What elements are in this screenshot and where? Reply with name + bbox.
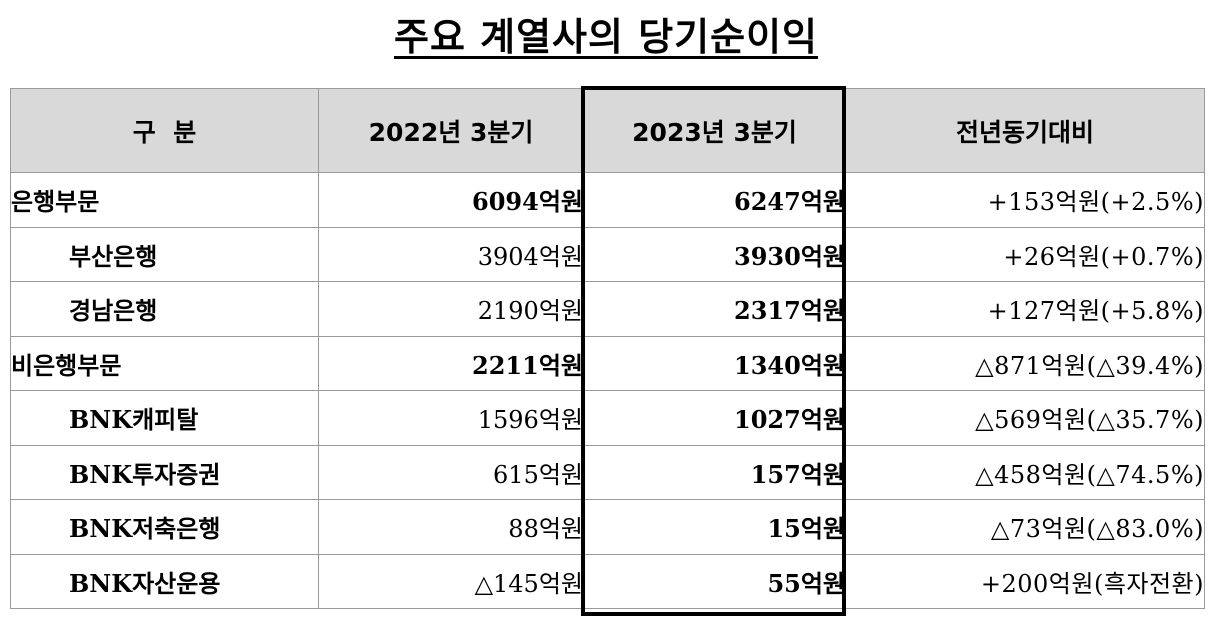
table-row: BNK투자증권 615억원 157억원 △458억원(△74.5%)	[10, 444, 1205, 500]
yoy-change-cell: △73억원(△83.0%)	[845, 499, 1205, 555]
value-2022-cell: 88억원	[318, 499, 584, 555]
category-cell: BNK투자증권	[10, 444, 319, 500]
table-body: 은행부문 6094억원 6247억원 +153억원(+2.5%) 부산은행 3904억원 3…	[10, 172, 1205, 609]
category-cell: BNK자산운용	[10, 553, 319, 609]
table-row: BNK저축은행 88억원 15억원 △73억원(△83.0%)	[10, 499, 1205, 555]
value-2022-cell: 2190억원	[318, 281, 584, 337]
value-2022-cell: 615억원	[318, 444, 584, 500]
value-2022-cell: 2211억원	[318, 335, 584, 391]
page-title-text: 주요 계열사의 당기순이익	[393, 15, 819, 59]
yoy-change-cell: △458억원(△74.5%)	[845, 444, 1205, 500]
value-2022-cell: 6094억원	[318, 172, 584, 228]
category-cell: 비은행부문	[10, 335, 319, 391]
yoy-change-cell: △569억원(△35.7%)	[845, 390, 1205, 446]
category-cell: BNK저축은행	[10, 499, 319, 555]
value-2022-cell: 3904억원	[318, 226, 584, 282]
category-cell: 은행부문	[10, 172, 319, 228]
header-2023-q3: 2023년 3분기	[583, 88, 846, 173]
value-2022-cell: 1596억원	[318, 390, 584, 446]
table-row: BNK캐피탈 1596억원 1027억원 △569억원(△35.7%)	[10, 390, 1205, 446]
table-row: 경남은행 2190억원 2317억원 +127억원(+5.8%)	[10, 281, 1205, 337]
value-2023-cell: 3930억원	[583, 226, 846, 282]
value-2023-cell: 1027억원	[583, 390, 846, 446]
earnings-table: 구 분 2022년 3분기 2023년 3분기 전년동기대비 은행부문 6094억…	[10, 88, 1205, 609]
category-cell: BNK캐피탈	[10, 390, 319, 446]
category-cell: 경남은행	[10, 281, 319, 337]
value-2023-cell: 6247억원	[583, 172, 846, 228]
header-yoy-change: 전년동기대비	[845, 88, 1205, 173]
value-2023-cell: 15억원	[583, 499, 846, 555]
yoy-change-cell: +127억원(+5.8%)	[845, 281, 1205, 337]
table-row: BNK자산운용 △145억원 55억원 +200억원(흑자전환)	[10, 553, 1205, 609]
yoy-change-cell: +26억원(+0.7%)	[845, 226, 1205, 282]
yoy-change-cell: +200억원(흑자전환)	[845, 553, 1205, 609]
value-2023-cell: 1340억원	[583, 335, 846, 391]
header-category: 구 분	[10, 88, 319, 173]
value-2022-cell: △145억원	[318, 553, 584, 609]
header-2022-q3: 2022년 3분기	[318, 88, 584, 173]
table-row: 부산은행 3904억원 3930억원 +26억원(+0.7%)	[10, 226, 1205, 282]
yoy-change-cell: △871억원(△39.4%)	[845, 335, 1205, 391]
value-2023-cell: 2317억원	[583, 281, 846, 337]
value-2023-cell: 55억원	[583, 553, 846, 609]
table-row: 은행부문 6094억원 6247억원 +153억원(+2.5%)	[10, 172, 1205, 228]
yoy-change-cell: +153억원(+2.5%)	[845, 172, 1205, 228]
value-2023-cell: 157억원	[583, 444, 846, 500]
header-row: 구 분 2022년 3분기 2023년 3분기 전년동기대비	[10, 88, 1205, 173]
table-row: 비은행부문 2211억원 1340억원 △871억원(△39.4%)	[10, 335, 1205, 391]
page-title: 주요 계열사의 당기순이익	[0, 6, 1212, 61]
category-cell: 부산은행	[10, 226, 319, 282]
